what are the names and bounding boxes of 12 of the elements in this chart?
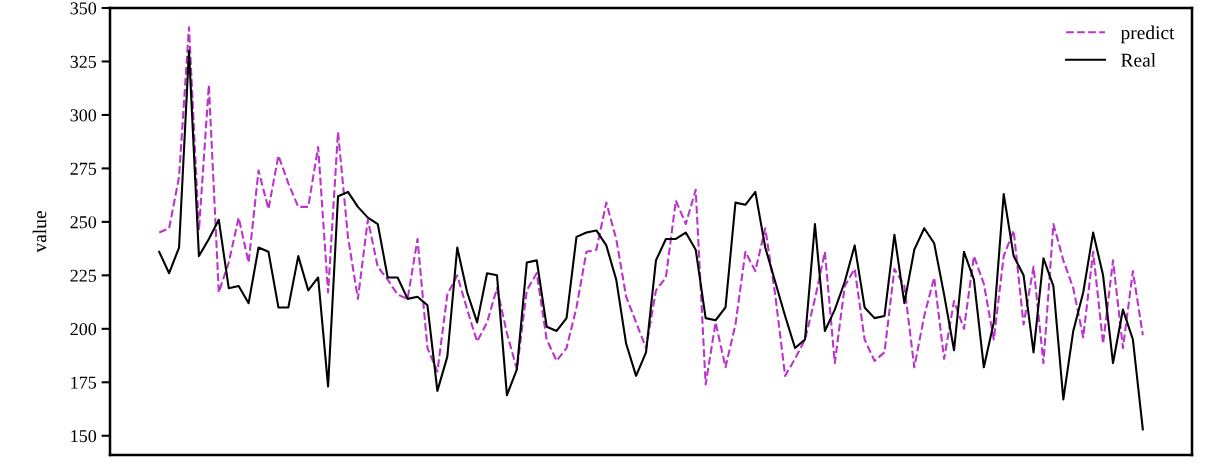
y-axis-title: value (32, 211, 47, 253)
y-tick-label: 325 (70, 55, 97, 68)
y-tick-label: 250 (70, 216, 97, 229)
y-tick-label: 175 (71, 376, 97, 389)
y-tick-label: 150 (71, 430, 97, 443)
y-tick-label: 225 (70, 269, 97, 282)
y-tick-label: 300 (70, 109, 97, 122)
y-tick-label: 200 (70, 323, 97, 336)
y-tick-label: 275 (70, 162, 97, 175)
y-tick-label: 350 (70, 2, 97, 15)
legend-label: Real (1121, 53, 1156, 67)
legend-label: predict (1120, 25, 1175, 44)
